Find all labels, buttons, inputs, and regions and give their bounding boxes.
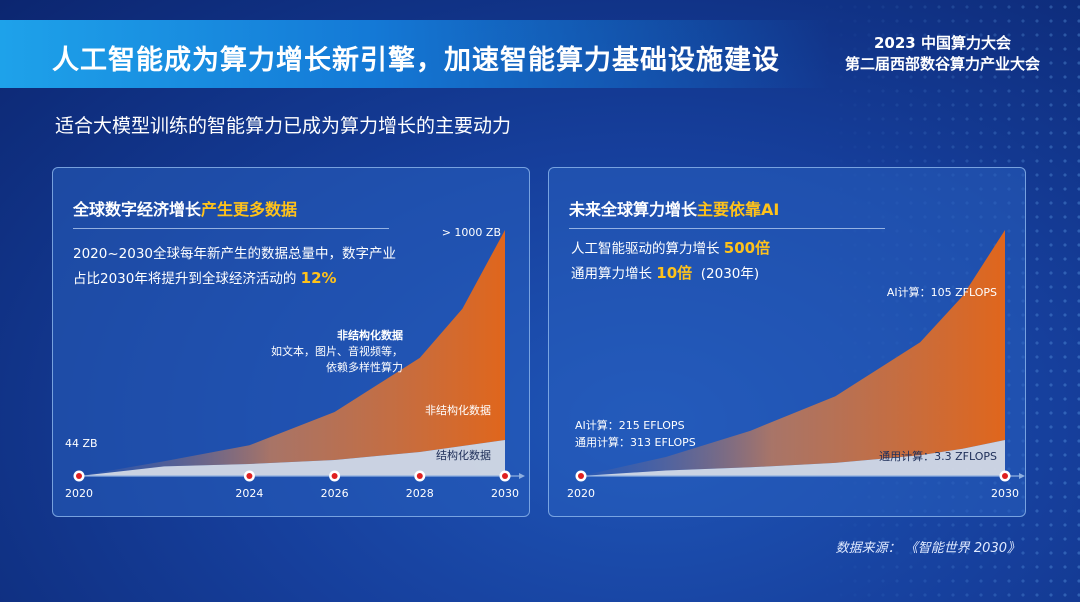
left-tick-dot-2024 bbox=[246, 473, 253, 479]
right-title-divider bbox=[569, 228, 885, 229]
left-tick-dot-2026 bbox=[331, 473, 338, 479]
data-source: 数据来源： 《智能世界 2030》 bbox=[835, 541, 1020, 556]
conference-line-1: 2023 中国算力大会 bbox=[874, 34, 1011, 52]
ai-growth-text: 人工智能驱动的算力增长 bbox=[571, 241, 720, 257]
unstructured-annotation: 非结构化数据 如文本，图片、音视频等， 依赖多样性算力 bbox=[271, 328, 403, 376]
right-tick-dot-2020 bbox=[578, 473, 584, 479]
right-desc-line-1: 人工智能驱动的算力增长 500倍 bbox=[571, 236, 770, 261]
compute-growth-panel: 未来全球算力增长主要依靠AI 人工智能驱动的算力增长 500倍 通用算力增长 1… bbox=[548, 167, 1026, 517]
start-ai-label: AI计算：215 EFLOPS bbox=[575, 419, 685, 432]
right-panel-title: 未来全球算力增长主要依靠AI bbox=[569, 196, 779, 220]
right-x-axis-arrow bbox=[1019, 473, 1025, 479]
data-growth-chart bbox=[73, 230, 525, 482]
conference-name: 2023 中国算力大会 第二届西部数谷算力产业大会 bbox=[845, 33, 1040, 75]
left-title-divider bbox=[73, 228, 389, 229]
annotation-line-1: 如文本，图片、音视频等， bbox=[271, 345, 403, 358]
compute-growth-chart bbox=[575, 230, 1025, 482]
left-desc-line-2-text: 占比2030年将提升到全球经济活动的 bbox=[73, 271, 297, 287]
page-subtitle: 适合大模型训练的智能算力已成为算力增长的主要动力 bbox=[55, 115, 512, 137]
annotation-title: 非结构化数据 bbox=[337, 329, 403, 342]
right-title-plain: 未来全球算力增长 bbox=[569, 200, 698, 219]
page-title: 人工智能成为算力增长新引擎，加速智能算力基础设施建设 bbox=[52, 45, 780, 76]
general-growth-value: 10倍 bbox=[656, 264, 693, 282]
conference-line-2: 第二届西部数谷算力产业大会 bbox=[844, 55, 1040, 73]
right-title-highlight: 主要依靠AI bbox=[697, 200, 780, 219]
end-ai-label: AI计算：105 ZFLOPS bbox=[886, 286, 997, 299]
left-tick-dot-2020 bbox=[76, 473, 82, 479]
left-x-axis-arrow bbox=[519, 473, 525, 479]
right-description: 人工智能驱动的算力增长 500倍 通用算力增长 10倍 (2030年) bbox=[571, 236, 770, 286]
general-growth-text: 通用算力增长 bbox=[571, 266, 652, 282]
right-series-通用计算-area bbox=[581, 440, 1005, 476]
structured-series-label: 结构化数据 bbox=[436, 449, 491, 462]
left-desc-line-2: 占比2030年将提升到全球经济活动的 12% bbox=[73, 266, 396, 291]
annotation-line-2: 依赖多样性算力 bbox=[326, 361, 403, 374]
left-series-非结构化数据-area bbox=[79, 230, 505, 476]
left-tick-label-2020: 2020 bbox=[65, 487, 93, 500]
left-desc-line-1: 2020~2030全球每年新产生的数据总量中，数字产业 bbox=[73, 246, 397, 262]
right-tick-label-2030: 2030 bbox=[991, 487, 1019, 500]
left-tick-label-2030: 2030 bbox=[491, 487, 519, 500]
right-desc-line-2: 通用算力增长 10倍 (2030年) bbox=[571, 261, 770, 286]
start-value-label: 44 ZB bbox=[65, 437, 98, 450]
right-tick-dot-2030 bbox=[1002, 473, 1008, 479]
left-title-plain: 全球数字经济增长 bbox=[73, 200, 202, 219]
left-tick-label-2028: 2028 bbox=[405, 487, 434, 500]
right-tick-label-2020: 2020 bbox=[567, 487, 595, 500]
unstructured-series-label: 非结构化数据 bbox=[425, 404, 491, 417]
left-description: 2020~2030全球每年新产生的数据总量中，数字产业 占比2030年将提升到全… bbox=[73, 242, 396, 291]
left-tick-label-2026: 2026 bbox=[320, 487, 349, 500]
start-general-label: 通用计算：313 EFLOPS bbox=[575, 436, 696, 449]
left-tick-label-2024: 2024 bbox=[235, 487, 264, 500]
left-series-结构化数据-area bbox=[79, 440, 505, 476]
right-series-AI计算-area bbox=[581, 230, 1005, 476]
digital-share-value: 12% bbox=[300, 269, 337, 287]
end-general-label: 通用计算：3.3 ZFLOPS bbox=[879, 450, 997, 463]
left-tick-dot-2028 bbox=[416, 473, 423, 479]
ai-growth-value: 500倍 bbox=[723, 239, 771, 257]
end-value-label: > 1000 ZB bbox=[441, 226, 501, 239]
title-banner bbox=[0, 20, 830, 88]
data-growth-panel: 全球数字经济增长产生更多数据 2020~2030全球每年新产生的数据总量中，数字… bbox=[52, 167, 530, 517]
left-tick-dot-2030 bbox=[502, 473, 508, 479]
left-title-highlight: 产生更多数据 bbox=[201, 200, 298, 219]
growth-year-note: (2030年) bbox=[700, 266, 760, 282]
left-panel-title: 全球数字经济增长产生更多数据 bbox=[73, 196, 297, 220]
